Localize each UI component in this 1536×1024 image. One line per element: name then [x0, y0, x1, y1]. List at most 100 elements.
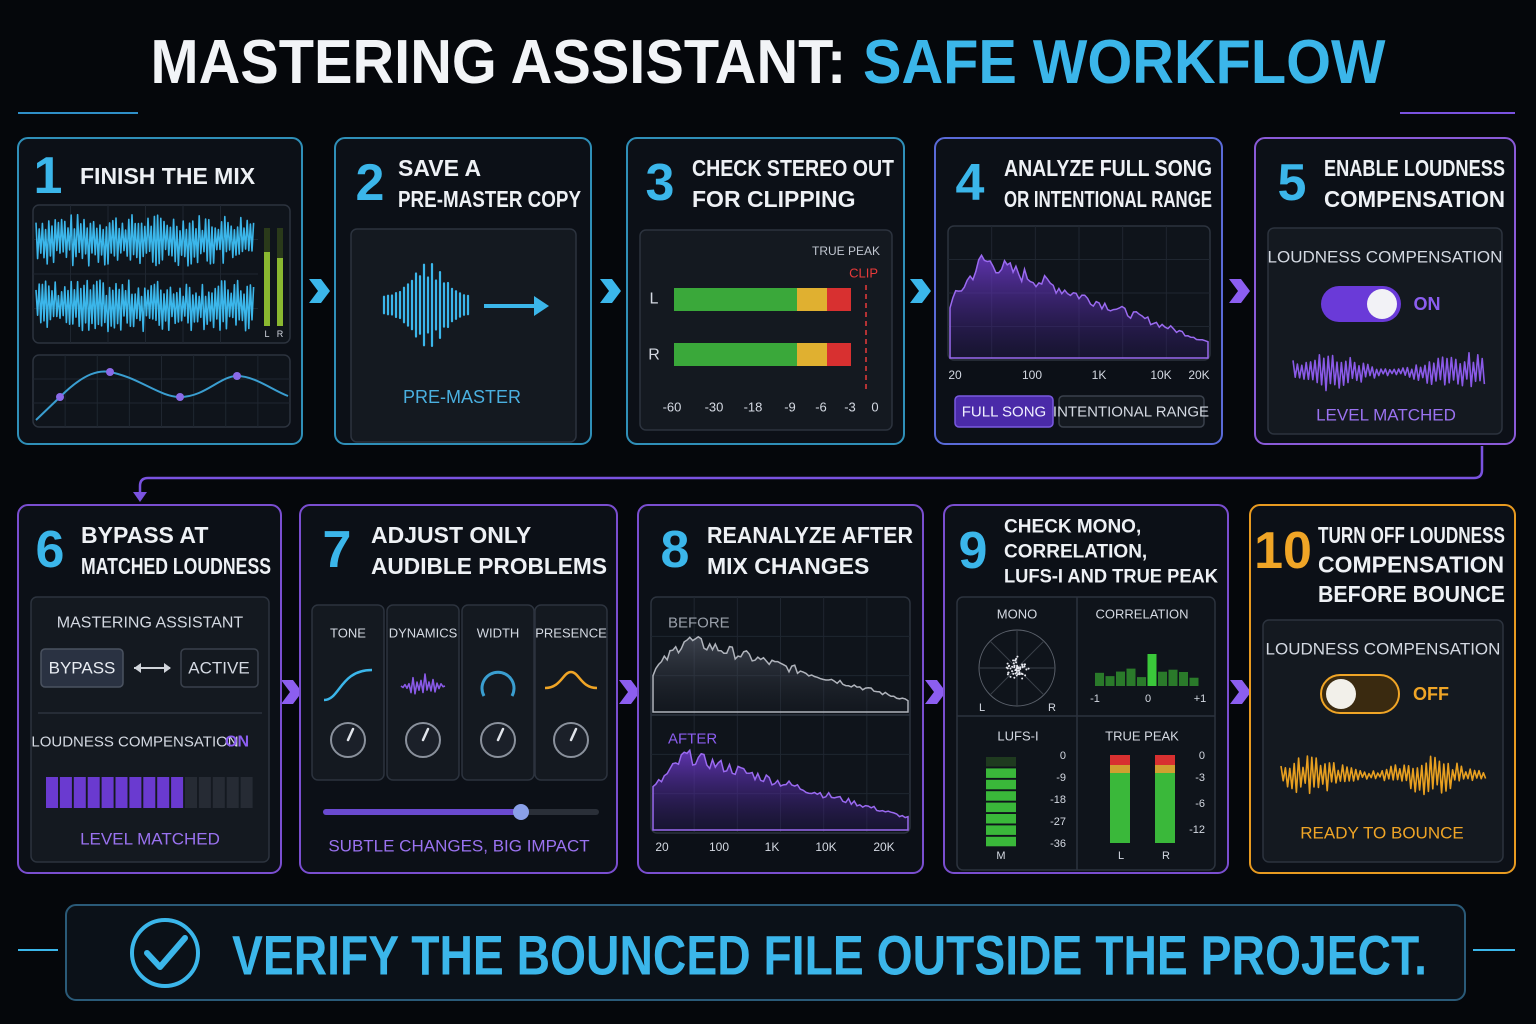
toggle-state: OFF — [1413, 684, 1449, 704]
scale-label: +1 — [1194, 693, 1207, 705]
caption: LEVEL MATCHED — [1316, 406, 1456, 425]
level-segment — [240, 777, 253, 808]
true-peak-label: TRUE PEAK — [812, 244, 880, 258]
level-red — [827, 288, 851, 311]
goniometer-dot — [1007, 671, 1010, 674]
meter-level — [264, 252, 270, 326]
step-title: MIX CHANGES — [707, 553, 869, 579]
goniometer-dot — [1018, 671, 1021, 674]
spectrum-before — [652, 635, 909, 713]
step-title: COMPENSATION — [1318, 552, 1504, 578]
correlation-bar — [1095, 672, 1104, 686]
scale-label: 0 — [871, 400, 878, 415]
step-number: 9 — [959, 522, 988, 580]
step-title: BYPASS AT — [81, 522, 208, 548]
control-box — [461, 604, 535, 781]
control-box — [311, 604, 385, 781]
footer-text: VERIFY THE BOUNCED FILE OUTSIDE THE PROJ… — [232, 924, 1427, 987]
range-button — [1058, 395, 1205, 428]
freq-label: 100 — [1022, 368, 1042, 382]
goniometer-dot — [1006, 673, 1009, 676]
meter-box — [639, 229, 893, 431]
step-title: CHECK MONO, — [1004, 517, 1141, 538]
plugin-label: MASTERING ASSISTANT — [57, 615, 244, 632]
peak-bar-yellow — [1110, 765, 1130, 773]
plugin-box — [30, 596, 270, 863]
step-title: PRE-MASTER COPY — [398, 186, 581, 212]
level-segment — [129, 777, 142, 808]
freq-label: 10K — [815, 840, 836, 854]
width-icon — [480, 670, 516, 697]
footer-box — [65, 904, 1466, 1001]
goniometer-dot — [1021, 663, 1024, 666]
meter-title: LUFS-I — [997, 729, 1038, 744]
title-accent: SAFE WORKFLOW — [863, 28, 1386, 97]
swap-arrow-head — [134, 663, 141, 673]
freq-label: 20 — [948, 368, 962, 382]
goniometer-dot — [1027, 667, 1030, 670]
level-segment — [226, 777, 239, 808]
control-label: WIDTH — [477, 626, 520, 641]
level-segment — [73, 777, 86, 808]
step-title: ADJUST ONLY — [371, 522, 531, 548]
freq-label: 20K — [873, 840, 894, 854]
channel-label: L — [650, 291, 659, 308]
spectrum-area — [949, 253, 1209, 359]
goniometer-dot — [1014, 658, 1017, 661]
lufs-segment — [986, 802, 1016, 813]
lufs-segment — [986, 779, 1016, 790]
toggle-knob — [1367, 289, 1397, 319]
toggle-state: ON — [1414, 294, 1441, 314]
step-title: LUFS-I AND TRUE PEAK — [1004, 567, 1218, 588]
caption: LEVEL MATCHED — [80, 830, 220, 849]
eq-node — [56, 393, 64, 401]
level-segment — [198, 777, 211, 808]
meter-title: TRUE PEAK — [1105, 729, 1179, 744]
channel-label: R — [648, 347, 660, 364]
channel-label: L — [979, 702, 985, 714]
step-number: 7 — [323, 521, 352, 579]
title-main: MASTERING ASSISTANT: — [151, 28, 847, 97]
correlation-bar — [1116, 671, 1125, 686]
eq-node — [233, 372, 241, 380]
lufs-segment — [986, 791, 1016, 801]
eq-node — [176, 393, 184, 401]
goniometer-dot — [1025, 668, 1028, 671]
goniometer-dot — [1006, 667, 1009, 670]
flow-arrow — [309, 279, 330, 303]
freq-label: 100 — [709, 840, 729, 854]
flow-connector — [138, 446, 1484, 494]
channel-label: R — [1162, 850, 1170, 862]
flow-arrow — [1229, 279, 1250, 303]
file-box — [350, 228, 577, 443]
step-title: CORRELATION, — [1004, 542, 1147, 563]
step-number: 3 — [646, 154, 675, 212]
level-segment — [171, 777, 184, 808]
channel-label: L — [1118, 850, 1124, 862]
freq-label: 10K — [1150, 368, 1171, 382]
meter-level — [277, 258, 283, 326]
step-number: 2 — [356, 154, 385, 212]
step-number: 1 — [34, 147, 63, 205]
goniometer-dot — [1021, 677, 1024, 680]
button-label: ACTIVE — [188, 659, 249, 678]
goniometer-dot — [1023, 665, 1026, 668]
goniometer-dot — [1020, 672, 1023, 675]
level-green — [674, 288, 797, 311]
meter-title: CORRELATION — [1096, 607, 1189, 622]
bypass-button — [40, 648, 124, 688]
meter-label: R — [277, 329, 284, 339]
level-yellow — [797, 288, 827, 311]
page-title: MASTERING ASSISTANT:SAFE WORKFLOW — [151, 28, 1386, 97]
flow-arrow — [281, 680, 302, 704]
toggle-knob — [1326, 679, 1356, 709]
goniometer-dot — [1015, 674, 1018, 677]
active-button — [180, 648, 259, 688]
goniometer-dot — [1012, 672, 1015, 675]
scale-label: -36 — [1050, 838, 1066, 850]
setting-label: LOUDNESS COMPENSATION — [31, 734, 238, 751]
control-label: DYNAMICS — [389, 626, 458, 641]
step-title: COMPENSATION — [1324, 186, 1505, 212]
freq-label: 20K — [1188, 368, 1209, 382]
correlation-bar — [1137, 677, 1146, 686]
